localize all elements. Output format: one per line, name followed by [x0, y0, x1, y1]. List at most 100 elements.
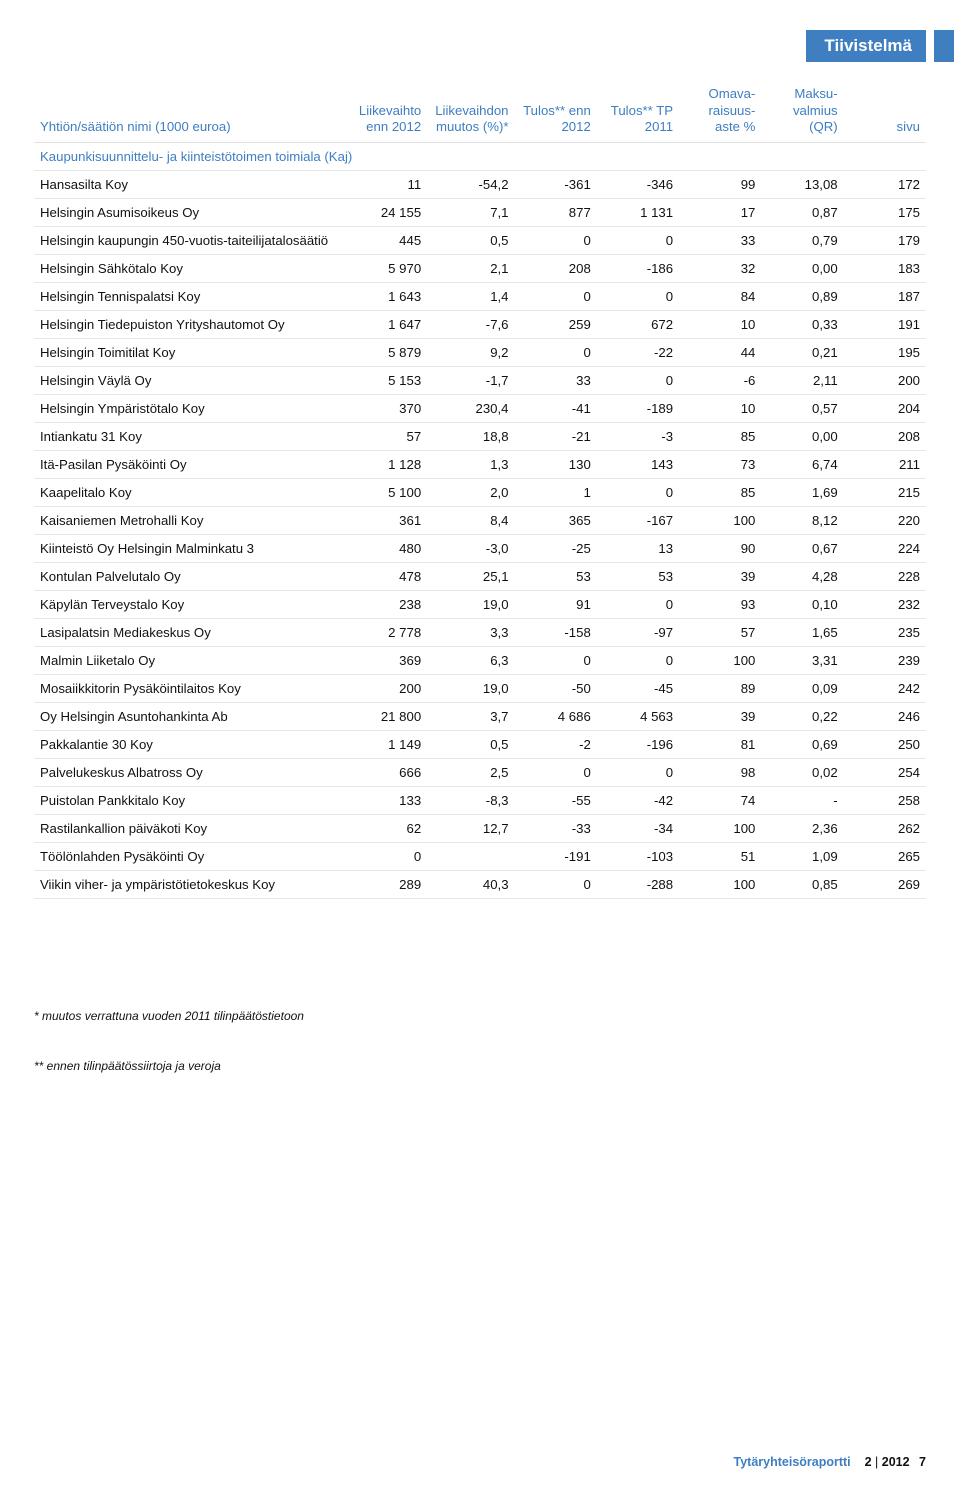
cell: 0 — [515, 870, 597, 898]
cell: -54,2 — [427, 170, 514, 198]
row-name: Itä-Pasilan Pysäköinti Oy — [34, 450, 345, 478]
cell: 100 — [679, 646, 761, 674]
cell: -361 — [515, 170, 597, 198]
cell: 0 — [597, 758, 679, 786]
page: Tiivistelmä Yhtiön/säätiön nimi (1000 eu… — [0, 0, 960, 1487]
table-row: Helsingin Toimitilat Koy5 8799,20-22440,… — [34, 338, 926, 366]
cell: 1 — [515, 478, 597, 506]
cell: 74 — [679, 786, 761, 814]
cell: 0,67 — [761, 534, 843, 562]
cell: -3 — [597, 422, 679, 450]
row-name: Kaapelitalo Koy — [34, 478, 345, 506]
cell: 3,7 — [427, 702, 514, 730]
footer-page-number: 7 — [919, 1455, 926, 1469]
table-row: Rastilankallion päiväkoti Koy6212,7-33-3… — [34, 814, 926, 842]
cell: 5 153 — [345, 366, 427, 394]
cell: 232 — [844, 590, 926, 618]
cell: 200 — [345, 674, 427, 702]
cell: 0,33 — [761, 310, 843, 338]
cell: -42 — [597, 786, 679, 814]
cell: 0 — [597, 226, 679, 254]
cell: 12,7 — [427, 814, 514, 842]
cell: 10 — [679, 394, 761, 422]
cell: 361 — [345, 506, 427, 534]
cell: 8,12 — [761, 506, 843, 534]
cell: 91 — [515, 590, 597, 618]
cell: 259 — [515, 310, 597, 338]
cell: -167 — [597, 506, 679, 534]
cell: 40,3 — [427, 870, 514, 898]
row-name: Käpylän Terveystalo Koy — [34, 590, 345, 618]
cell: 0,00 — [761, 254, 843, 282]
cell: 672 — [597, 310, 679, 338]
cell: 0 — [515, 646, 597, 674]
row-name: Kontulan Palvelutalo Oy — [34, 562, 345, 590]
cell: 98 — [679, 758, 761, 786]
table-row: Helsingin Väylä Oy5 153-1,7330-62,11200 — [34, 366, 926, 394]
row-name: Oy Helsingin Asuntohankinta Ab — [34, 702, 345, 730]
cell: -45 — [597, 674, 679, 702]
cell: 365 — [515, 506, 597, 534]
cell: 0,85 — [761, 870, 843, 898]
cell: 238 — [345, 590, 427, 618]
cell: 53 — [597, 562, 679, 590]
cell: 2,0 — [427, 478, 514, 506]
cell: 39 — [679, 702, 761, 730]
table-row: Helsingin kaupungin 450-vuotis-taiteilij… — [34, 226, 926, 254]
cell: -7,6 — [427, 310, 514, 338]
table-row: Helsingin Asumisoikeus Oy24 1557,18771 1… — [34, 198, 926, 226]
table-row: Oy Helsingin Asuntohankinta Ab21 8003,74… — [34, 702, 926, 730]
cell: - — [761, 786, 843, 814]
cell: 5 970 — [345, 254, 427, 282]
cell: -21 — [515, 422, 597, 450]
table-row: Kaisaniemen Metrohalli Koy3618,4365-1671… — [34, 506, 926, 534]
cell: 1,4 — [427, 282, 514, 310]
table-row: Lasipalatsin Mediakeskus Oy2 7783,3-158-… — [34, 618, 926, 646]
cell: 4 686 — [515, 702, 597, 730]
cell: 2 778 — [345, 618, 427, 646]
table-row: Helsingin Tennispalatsi Koy1 6431,400840… — [34, 282, 926, 310]
cell: 211 — [844, 450, 926, 478]
cell: 230,4 — [427, 394, 514, 422]
column-header: Liikevaihto enn 2012 — [345, 80, 427, 142]
row-name: Intiankatu 31 Koy — [34, 422, 345, 450]
cell: 0 — [515, 282, 597, 310]
cell: 10 — [679, 310, 761, 338]
cell: 4,28 — [761, 562, 843, 590]
table-row: Viikin viher- ja ympäristötietokeskus Ko… — [34, 870, 926, 898]
cell: -346 — [597, 170, 679, 198]
row-name: Kiinteistö Oy Helsingin Malminkatu 3 — [34, 534, 345, 562]
cell: 0,57 — [761, 394, 843, 422]
cell: 215 — [844, 478, 926, 506]
cell: 191 — [844, 310, 926, 338]
cell: 0 — [597, 646, 679, 674]
column-header: Tulos** TP 2011 — [597, 80, 679, 142]
cell: 204 — [844, 394, 926, 422]
cell: 224 — [844, 534, 926, 562]
cell: 25,1 — [427, 562, 514, 590]
table-row: Kiinteistö Oy Helsingin Malminkatu 3480-… — [34, 534, 926, 562]
cell: 1 149 — [345, 730, 427, 758]
cell: -55 — [515, 786, 597, 814]
cell: 85 — [679, 478, 761, 506]
column-header: Yhtiön/säätiön nimi (1000 euroa) — [34, 80, 345, 142]
row-name: Helsingin Väylä Oy — [34, 366, 345, 394]
cell: 8,4 — [427, 506, 514, 534]
row-name: Helsingin Tennispalatsi Koy — [34, 282, 345, 310]
cell: 258 — [844, 786, 926, 814]
cell: 0,89 — [761, 282, 843, 310]
cell: 6,3 — [427, 646, 514, 674]
cell: 32 — [679, 254, 761, 282]
cell: 62 — [345, 814, 427, 842]
cell: 39 — [679, 562, 761, 590]
row-name: Helsingin kaupungin 450-vuotis-taiteilij… — [34, 226, 345, 254]
cell: 85 — [679, 422, 761, 450]
cell: 246 — [844, 702, 926, 730]
cell: 100 — [679, 814, 761, 842]
row-name: Malmin Liiketalo Oy — [34, 646, 345, 674]
cell: 183 — [844, 254, 926, 282]
table-row: Malmin Liiketalo Oy3696,3001003,31239 — [34, 646, 926, 674]
cell: -1,7 — [427, 366, 514, 394]
cell: 143 — [597, 450, 679, 478]
cell: 1,65 — [761, 618, 843, 646]
